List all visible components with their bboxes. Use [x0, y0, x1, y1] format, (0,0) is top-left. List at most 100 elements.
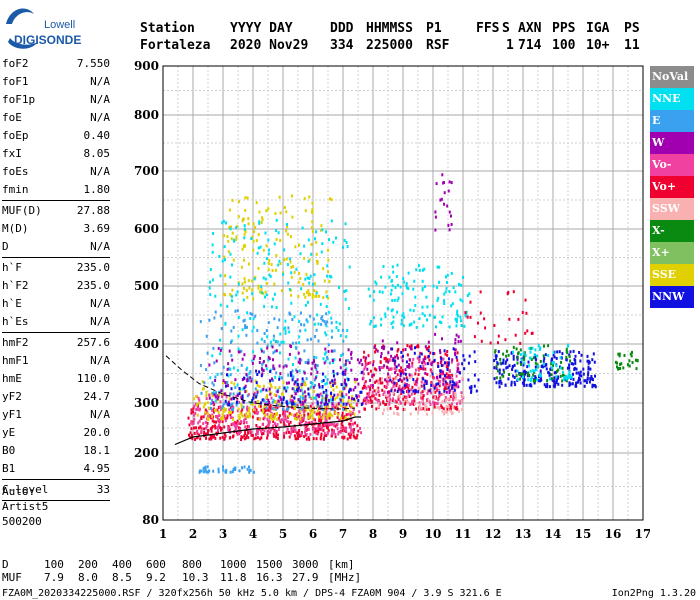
echo-point [341, 414, 344, 418]
echo-point [256, 432, 259, 436]
echo-point [323, 320, 326, 323]
echo-point [337, 413, 339, 417]
echo-point [290, 428, 293, 432]
echo-point [304, 295, 307, 299]
echo-point [631, 361, 634, 364]
echo-point [260, 287, 263, 291]
echo-point [193, 413, 196, 417]
echo-point [233, 422, 236, 426]
echo-point [235, 430, 238, 434]
echo-point [274, 386, 277, 390]
echo-point [235, 235, 238, 239]
echo-point [323, 408, 326, 412]
echo-point [303, 256, 306, 260]
echo-point [440, 321, 443, 325]
echo-point [287, 373, 290, 377]
echo-point [258, 361, 261, 364]
echo-point [457, 335, 460, 339]
echo-point [300, 431, 303, 434]
echo-point [429, 403, 432, 406]
x-tick-label: 12 [485, 527, 502, 540]
echo-point [308, 395, 311, 399]
echo-point [266, 394, 268, 397]
echo-point [400, 322, 403, 326]
echo-point [239, 411, 242, 415]
echo-point [337, 329, 340, 332]
echo-point [305, 404, 308, 408]
echo-point [268, 273, 271, 277]
echo-point [263, 340, 266, 343]
echo-point [262, 410, 265, 414]
echo-point [438, 280, 440, 284]
echo-point [417, 390, 420, 394]
echo-point [439, 198, 442, 202]
echo-point [393, 362, 396, 366]
echo-point [365, 362, 368, 366]
echo-point [318, 417, 321, 421]
echo-point [235, 425, 237, 429]
echo-point [243, 386, 246, 390]
echo-point [437, 398, 440, 402]
echo-point [291, 402, 294, 406]
echo-point [573, 358, 576, 361]
echo-point [377, 402, 380, 406]
echo-point [313, 273, 316, 277]
echo-point [218, 414, 221, 417]
echo-point [221, 406, 223, 410]
echo-point [348, 265, 351, 269]
echo-point [232, 392, 235, 396]
echo-point [234, 386, 237, 389]
echo-point [212, 346, 215, 350]
echo-point [231, 470, 234, 474]
echo-point [591, 358, 594, 362]
echo-point [431, 372, 434, 376]
echo-point [461, 362, 464, 366]
echo-point [217, 346, 220, 350]
echo-point [320, 250, 323, 254]
echo-point [300, 419, 302, 423]
echo-point [229, 403, 232, 407]
echo-point [373, 325, 376, 328]
echo-point [388, 367, 391, 371]
echo-point [236, 290, 239, 294]
echo-point [256, 329, 259, 332]
echo-point [461, 408, 464, 411]
echo-point [335, 326, 338, 329]
echo-point [452, 386, 455, 390]
echo-point [238, 417, 241, 420]
echo-point [327, 399, 330, 402]
header-field-value: RSF [426, 38, 450, 53]
echo-point [536, 354, 539, 358]
echo-point [190, 427, 193, 431]
echo-point [513, 380, 516, 384]
param-label: h`Es [2, 315, 29, 328]
echo-point [575, 384, 578, 388]
echo-point [276, 437, 279, 440]
param-label: hmE [2, 372, 22, 385]
echo-point [636, 359, 639, 363]
echo-point [369, 294, 372, 298]
echo-point [302, 410, 305, 414]
echo-point [251, 377, 254, 381]
echo-point [248, 406, 251, 410]
echo-point [332, 395, 335, 399]
echo-point [226, 367, 229, 371]
echo-point [411, 385, 414, 389]
echo-point [333, 381, 336, 385]
echo-point [443, 349, 446, 353]
param-label: M(D) [2, 222, 29, 235]
echo-point [324, 322, 327, 326]
echo-point [542, 362, 545, 366]
legend-item: W [650, 132, 694, 154]
echo-point [378, 401, 381, 405]
echo-point [407, 287, 410, 290]
echo-point [209, 293, 212, 297]
echo-point [325, 419, 328, 422]
echo-point [396, 263, 399, 267]
echo-point [524, 298, 527, 302]
echo-point [267, 408, 270, 412]
muf-label: MUF [2, 571, 22, 584]
echo-point [578, 351, 581, 354]
echo-point [265, 209, 268, 213]
echo-point [397, 397, 400, 401]
